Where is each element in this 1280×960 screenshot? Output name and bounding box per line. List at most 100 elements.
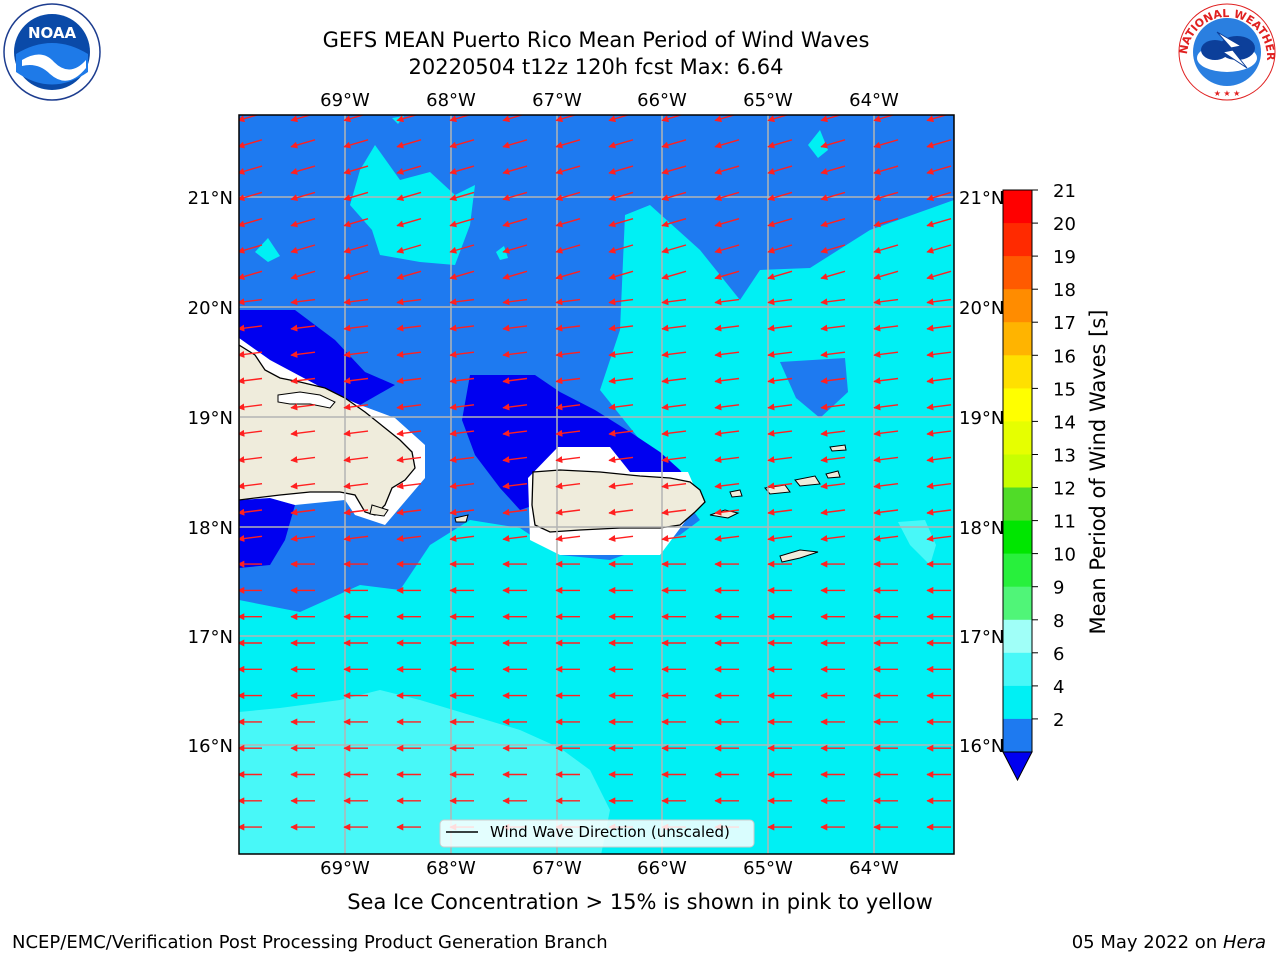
wind-arrow <box>555 482 581 490</box>
lon-labels-top: 69°W 68°W 67°W 66°W 65°W 64°W <box>320 90 899 111</box>
lon-label: 64°W <box>849 858 899 879</box>
wind-wave-arrows <box>239 115 952 831</box>
footer-date-text: 05 May 2022 on <box>1071 932 1223 953</box>
wind-arrow <box>343 191 369 201</box>
wind-arrow <box>239 244 263 254</box>
colorbar-extend-arrow <box>1002 751 1033 782</box>
wind-arrow <box>926 165 952 175</box>
wind-arrow <box>714 482 740 490</box>
wind-arrow <box>661 324 687 332</box>
wind-arrow <box>396 298 422 306</box>
wind-arrow <box>926 324 952 332</box>
svg-text:★ ★ ★: ★ ★ ★ <box>1214 89 1241 98</box>
wind-arrow <box>661 403 687 411</box>
colorbar-tick-label: 9 <box>1053 578 1064 599</box>
wind-arrow <box>502 298 528 306</box>
wind-arrow <box>502 191 528 201</box>
wind-arrow <box>502 244 528 254</box>
wind-arrow <box>926 298 952 306</box>
wind-arrow <box>873 429 899 437</box>
wind-arrow <box>396 429 422 437</box>
wind-arrow <box>714 535 740 542</box>
wind-arrow <box>661 218 687 228</box>
colorbar-band <box>1003 355 1032 389</box>
colorbar-tick-label: 10 <box>1053 545 1076 566</box>
lat-label: 21°N <box>959 188 1004 209</box>
wind-arrow <box>820 270 846 280</box>
colorbar-band <box>1003 685 1032 720</box>
map-area <box>239 115 954 854</box>
wind-arrow <box>502 403 528 411</box>
map-frame <box>238 114 955 855</box>
lon-labels-bottom: 69°W 68°W 67°W 66°W 65°W 64°W <box>320 858 899 879</box>
wind-arrow <box>926 270 952 280</box>
wind-arrow <box>926 482 952 490</box>
wind-arrow <box>926 508 952 516</box>
wind-arrow <box>290 377 316 385</box>
colorbar-tick-label: 11 <box>1053 512 1076 533</box>
wind-arrow <box>449 377 475 385</box>
colorbar-tick-label: 13 <box>1053 446 1076 467</box>
wind-arrow <box>343 377 369 385</box>
wind-arrow <box>820 298 846 306</box>
colorbar-band <box>1003 256 1032 290</box>
colorbar-band <box>1003 487 1032 522</box>
wind-arrow <box>555 508 581 516</box>
wind-arrow <box>661 165 687 175</box>
noaa-logo: NOAA <box>3 3 101 101</box>
wind-arrow <box>767 244 793 254</box>
wind-arrow <box>449 429 475 437</box>
wind-arrow <box>926 535 952 542</box>
lat-label: 17°N <box>959 627 1004 648</box>
wind-arrow <box>239 139 263 149</box>
wind-arrow <box>239 270 263 280</box>
wind-arrow <box>661 270 687 280</box>
wind-arrow <box>343 508 369 516</box>
wind-arrow <box>555 377 581 385</box>
wind-arrow <box>767 429 793 437</box>
wind-arrow <box>873 508 899 516</box>
lat-label: 20°N <box>188 298 233 319</box>
wind-arrow <box>290 456 316 464</box>
wind-arrow <box>714 139 740 149</box>
wind-arrow <box>767 139 793 149</box>
wind-arrow <box>820 191 846 201</box>
wind-arrow <box>661 429 687 437</box>
wind-arrow <box>502 270 528 280</box>
wind-arrow <box>767 324 793 332</box>
wind-arrow <box>608 482 634 490</box>
wind-arrow <box>555 139 581 149</box>
colorbar-tick-label: 15 <box>1053 379 1076 400</box>
wind-arrow <box>608 115 631 123</box>
lat-labels-right: 21°N 20°N 19°N 18°N 17°N 16°N <box>959 188 1004 757</box>
wind-arrow <box>873 377 899 385</box>
wind-arrow <box>873 218 899 228</box>
colorbar-band <box>1003 586 1032 621</box>
wind-arrow <box>714 429 740 437</box>
lon-label: 66°W <box>637 858 687 879</box>
colorbar-band <box>1003 421 1032 455</box>
wind-arrow <box>714 403 740 411</box>
wind-arrow <box>290 403 316 411</box>
wind-arrow <box>608 139 634 149</box>
wind-arrow <box>820 535 846 542</box>
wind-arrow <box>449 115 472 123</box>
wind-arrow <box>396 115 419 123</box>
wind-arrow <box>767 165 793 175</box>
colorbar-band <box>1003 388 1032 422</box>
lon-label: 69°W <box>320 858 370 879</box>
wind-arrow <box>926 244 952 254</box>
wind-arrow <box>767 298 793 306</box>
field-6-8s <box>239 690 610 854</box>
wind-arrow <box>767 535 793 542</box>
wind-arrow <box>239 429 263 437</box>
wind-arrow <box>396 270 422 280</box>
wind-arrow <box>449 298 475 306</box>
wind-arrow <box>608 403 634 411</box>
wind-arrow <box>343 482 369 490</box>
lon-label: 68°W <box>426 90 476 111</box>
wind-arrow <box>343 535 369 542</box>
wind-arrow <box>343 298 369 306</box>
wind-arrow <box>714 191 740 201</box>
wind-arrow <box>290 482 316 490</box>
